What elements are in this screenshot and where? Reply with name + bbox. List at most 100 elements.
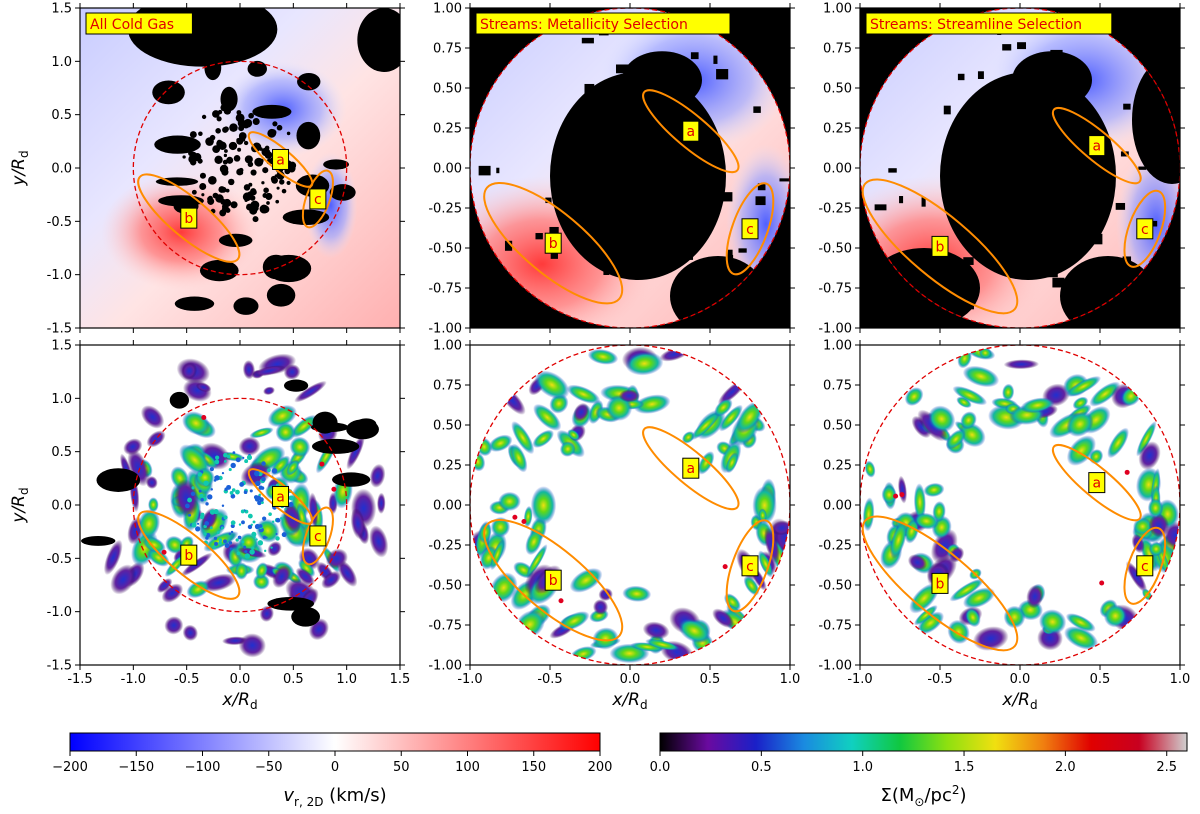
region-label-b: b xyxy=(936,239,945,255)
colorbar-tick-label: 200 xyxy=(588,760,613,775)
density-peak xyxy=(899,492,905,498)
density-clump xyxy=(592,627,619,650)
density-pixel xyxy=(243,545,247,549)
masked-pixel xyxy=(286,131,291,136)
panel-image xyxy=(470,345,790,665)
masked-pixel xyxy=(223,126,229,132)
density-pixel xyxy=(254,496,260,502)
region-ellipse-b xyxy=(861,178,1019,315)
label-subscript: d xyxy=(250,698,258,712)
density-pixel xyxy=(284,508,287,511)
x-tick-label: 0.0 xyxy=(1010,672,1031,687)
colorbar-tick-label: −50 xyxy=(255,760,282,775)
density-pixel xyxy=(251,546,255,550)
masked-region xyxy=(357,8,400,72)
density-clump xyxy=(625,351,664,376)
masked-pixel xyxy=(224,149,228,153)
masked-pixel xyxy=(259,147,263,151)
y-tick-label: 0.00 xyxy=(823,499,852,514)
masked-pixel xyxy=(219,164,229,174)
masked-pixel xyxy=(198,131,203,136)
density-pixel xyxy=(191,522,197,528)
density-clump xyxy=(1020,397,1055,414)
colorbar-tick-label: −200 xyxy=(52,760,88,775)
density-clump xyxy=(238,436,261,456)
panel-title: Streams: Metallicity Selection xyxy=(480,17,688,33)
density-clump xyxy=(949,578,984,602)
density-clump xyxy=(907,554,927,571)
density-clump xyxy=(1064,626,1099,650)
density-peak xyxy=(722,564,728,570)
x-axis-label: x/Rd xyxy=(221,690,257,712)
masked-pixel xyxy=(215,127,221,134)
density-pixel xyxy=(207,494,213,500)
density-clump xyxy=(923,482,945,497)
y-tick-label: 0.0 xyxy=(51,499,72,514)
low-density-region xyxy=(267,596,315,611)
y-tick-label: 1.5 xyxy=(51,2,72,17)
label-part: y/R xyxy=(9,158,29,187)
panel-p4: a b c -1.5 -1.0 -0.5 0.0 0.5 1.0 1.5 -1.5 -1.0 -0.5 0… xyxy=(9,339,410,713)
masked-pixel xyxy=(237,147,242,152)
density-pixel xyxy=(221,471,225,475)
density-pixel xyxy=(264,549,267,553)
y-tick-label: 0.5 xyxy=(51,445,72,460)
density-pixel xyxy=(228,468,232,472)
density-pixel xyxy=(235,457,241,463)
region-ellipse-b xyxy=(483,181,624,305)
masked-pixel xyxy=(225,188,230,193)
masked-pixel xyxy=(238,125,245,132)
x-tick-label: -0.5 xyxy=(174,672,199,687)
region-ellipse-c xyxy=(301,506,334,566)
density-pixel xyxy=(258,524,263,528)
density-pixel xyxy=(260,486,265,490)
masked-pixel xyxy=(189,131,197,139)
masked-pixel xyxy=(1123,103,1131,110)
masked-pixel xyxy=(716,69,729,80)
density-pixel xyxy=(259,497,264,502)
x-tick-label: -1.0 xyxy=(457,672,482,687)
region-label-box-c xyxy=(309,525,327,547)
masked-pixel xyxy=(199,172,206,179)
colorbar-tick-label: 0.5 xyxy=(751,760,772,775)
density-clump xyxy=(308,492,319,528)
masked-pixel xyxy=(236,110,242,115)
density-pixel xyxy=(261,476,266,482)
label-part: v xyxy=(283,785,294,806)
panel-title-box xyxy=(865,12,1113,35)
masked-pixel xyxy=(496,167,500,174)
panel-title: All Cold Gas xyxy=(90,17,174,33)
masked-pixel xyxy=(504,240,513,251)
low-density-region xyxy=(291,606,320,627)
masked-pixel xyxy=(874,204,887,211)
panel-p5: a b c -1.00 -0.75 -0.50 -0.25 0.00 0.25 0.50 0.75 1… xyxy=(428,339,800,713)
density-clump xyxy=(904,387,924,406)
density-pixel xyxy=(242,456,245,459)
x-tick-label: 0.0 xyxy=(620,672,641,687)
density-pixel xyxy=(214,459,220,465)
masked-pixel xyxy=(779,178,790,182)
density-clump xyxy=(697,451,715,475)
density-clump xyxy=(1148,513,1170,538)
density-pixel xyxy=(226,454,231,459)
density-clump xyxy=(1003,359,1040,370)
region-label-b: b xyxy=(549,236,558,252)
density-clump xyxy=(369,463,386,488)
masked-pixel xyxy=(653,261,663,268)
masked-pixel xyxy=(249,206,258,215)
masked-region xyxy=(154,135,201,154)
y-tick-label: 0.25 xyxy=(823,122,852,137)
density-clump xyxy=(736,400,764,434)
density-clump xyxy=(913,512,939,530)
masked-pixel xyxy=(287,164,296,173)
y-tick-label: 1.0 xyxy=(51,55,72,70)
y-tick-label: -1.00 xyxy=(428,659,462,674)
y-tick-label: 1.5 xyxy=(51,339,72,354)
colorbar-vr: −200 −150 −100 −50 0 50 100 150 200 vr, 2D (km/s) xyxy=(52,732,613,809)
masked-pixel xyxy=(276,124,283,131)
x-tick-label: 0.5 xyxy=(1090,672,1111,687)
density-pixel xyxy=(244,459,249,464)
density-clump xyxy=(295,567,315,586)
colorbar-tick-label: −100 xyxy=(185,760,221,775)
masked-region xyxy=(329,184,356,201)
